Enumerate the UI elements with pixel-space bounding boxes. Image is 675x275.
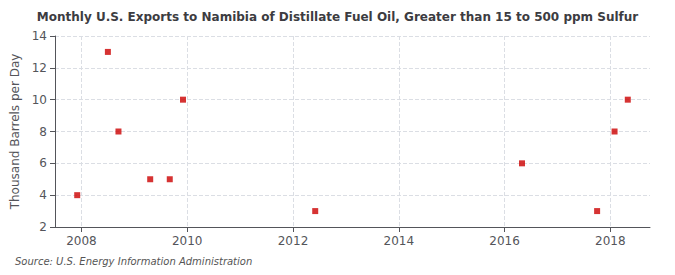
svg-text:Source: U.S. Energy Informatio: Source: U.S. Energy Information Administ…	[15, 256, 252, 267]
svg-text:2010: 2010	[172, 234, 203, 248]
svg-text:14: 14	[32, 29, 47, 43]
svg-text:Thousand Barrels per Day: Thousand Barrels per Day	[8, 54, 22, 211]
svg-text:6: 6	[39, 156, 47, 170]
svg-text:8: 8	[39, 125, 47, 139]
svg-text:10: 10	[32, 93, 47, 107]
svg-text:12: 12	[32, 61, 47, 75]
svg-text:2012: 2012	[278, 234, 309, 248]
svg-text:2: 2	[39, 220, 47, 234]
svg-text:2016: 2016	[489, 234, 520, 248]
svg-text:2018: 2018	[595, 234, 626, 248]
svg-text:2014: 2014	[384, 234, 415, 248]
svg-text:4: 4	[39, 188, 47, 202]
svg-text:Monthly U.S. Exports to Namibi: Monthly U.S. Exports to Namibia of Disti…	[37, 10, 639, 24]
svg-text:2008: 2008	[66, 234, 97, 248]
